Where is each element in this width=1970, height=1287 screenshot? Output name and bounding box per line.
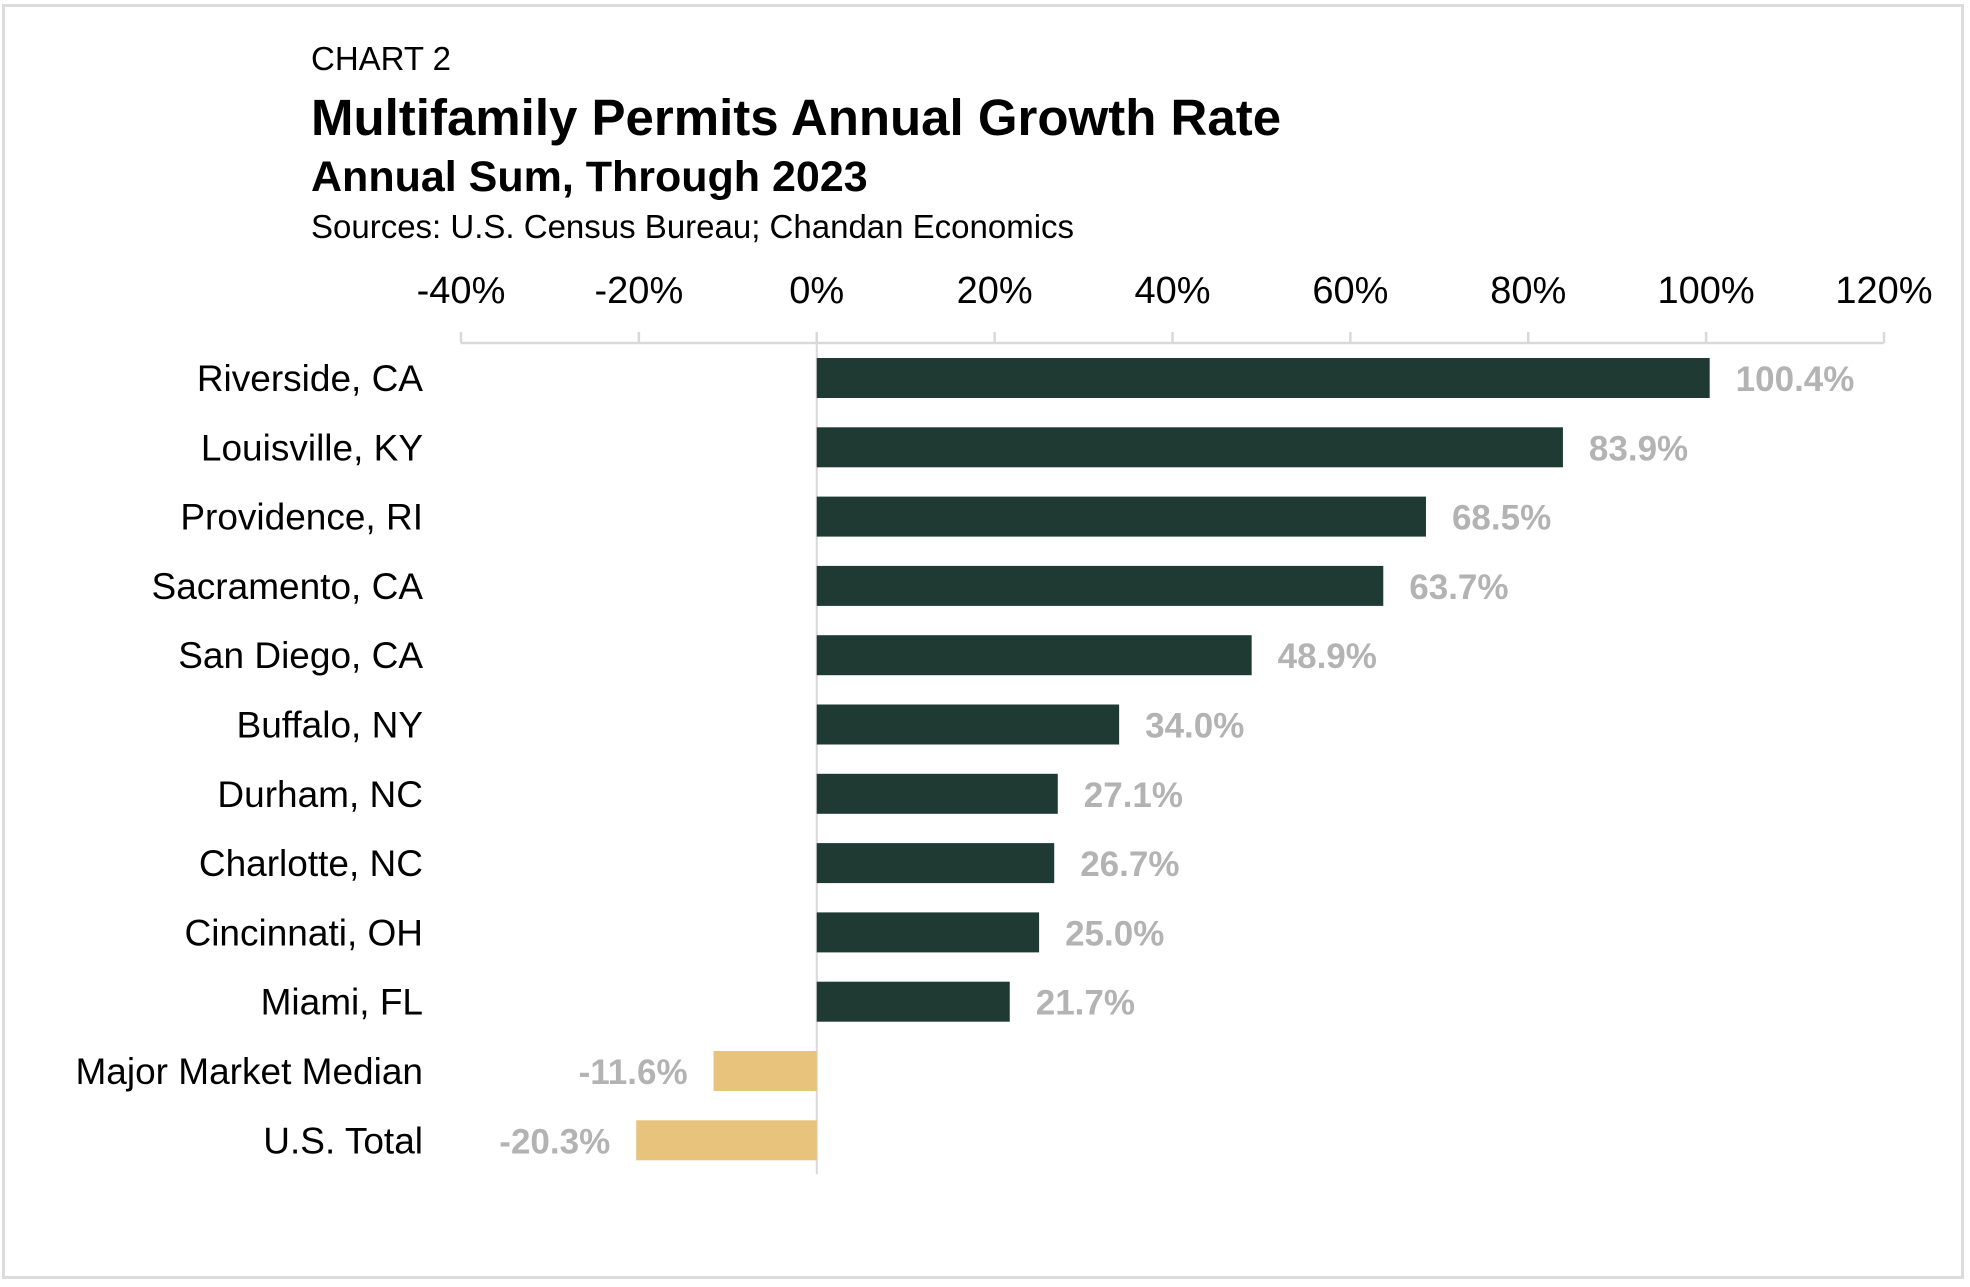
- bar: [816, 773, 1058, 814]
- category-label: Buffalo, NY: [237, 705, 423, 746]
- x-tick-label: -40%: [417, 270, 506, 312]
- data-label: 26.7%: [1080, 845, 1179, 884]
- bar: [816, 565, 1384, 606]
- x-tick-label: 100%: [1658, 270, 1755, 312]
- x-tick-label: 60%: [1312, 270, 1388, 312]
- x-tick-label: 20%: [957, 270, 1033, 312]
- x-tick-label: 40%: [1134, 270, 1210, 312]
- bar: [816, 912, 1040, 953]
- chart-title: Multifamily Permits Annual Growth Rate: [311, 89, 1282, 146]
- bar: [816, 704, 1120, 745]
- bar: [816, 843, 1055, 884]
- data-label: -20.3%: [499, 1122, 610, 1161]
- x-tick-label: -20%: [595, 270, 684, 312]
- data-label: 83.9%: [1589, 429, 1688, 468]
- bar: [816, 427, 1563, 468]
- data-label: 68.5%: [1452, 499, 1551, 538]
- bar: [816, 496, 1426, 537]
- data-label: 34.0%: [1145, 707, 1244, 746]
- chart-source: Sources: U.S. Census Bureau; Chandan Eco…: [311, 208, 1075, 245]
- category-label: Charlotte, NC: [199, 843, 423, 884]
- bar: [636, 1120, 817, 1161]
- x-tick-label: 80%: [1490, 270, 1566, 312]
- category-label: Providence, RI: [180, 497, 423, 538]
- data-label: 27.1%: [1084, 776, 1183, 815]
- chart-subtitle: Annual Sum, Through 2023: [311, 153, 868, 201]
- data-label: 48.9%: [1278, 637, 1377, 676]
- data-label: -11.6%: [579, 1053, 688, 1092]
- bar: [713, 1051, 817, 1091]
- category-label: San Diego, CA: [178, 635, 423, 676]
- bar: [816, 358, 1710, 398]
- chart-frame: [2, 4, 1964, 1279]
- category-label: Riverside, CA: [197, 358, 423, 399]
- category-label: Louisville, KY: [201, 427, 423, 468]
- category-label: Miami, FL: [261, 982, 423, 1023]
- data-label: 25.0%: [1065, 914, 1164, 953]
- x-tick-label: 120%: [1835, 270, 1932, 312]
- bar: [816, 635, 1252, 676]
- category-label: Major Market Median: [75, 1051, 423, 1092]
- category-label: U.S. Total: [263, 1120, 423, 1161]
- category-label: Durham, NC: [217, 774, 423, 815]
- chart-kicker: CHART 2: [311, 40, 451, 77]
- data-label: 63.7%: [1409, 568, 1508, 607]
- x-tick-label: 0%: [789, 270, 844, 312]
- data-label: 100.4%: [1736, 360, 1855, 399]
- category-label: Cincinnati, OH: [184, 912, 423, 953]
- data-label: 21.7%: [1036, 984, 1135, 1023]
- category-label: Sacramento, CA: [152, 566, 424, 607]
- bar: [816, 981, 1010, 1022]
